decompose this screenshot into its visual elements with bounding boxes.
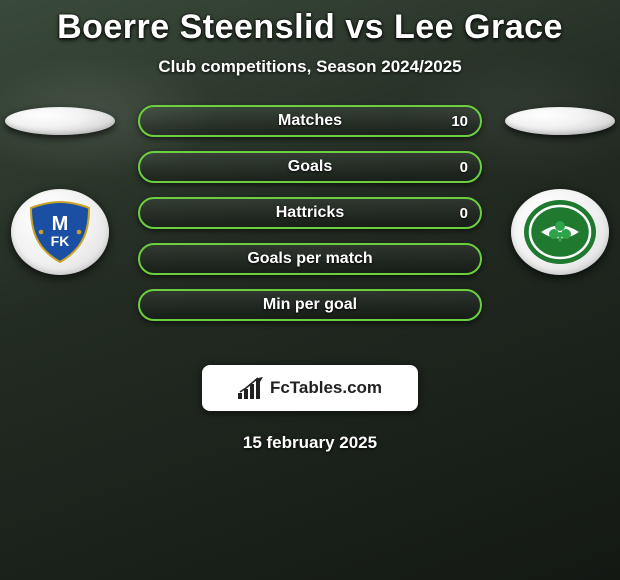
left-player-column: M FK (0, 105, 120, 275)
shamrock-rovers-crest-icon (521, 197, 599, 267)
left-player-silhouette (5, 107, 115, 135)
right-player-silhouette (505, 107, 615, 135)
stat-row-goals: Goals 0 (138, 151, 482, 183)
stat-right-value: 10 (451, 113, 468, 130)
stat-label: Goals per match (247, 250, 372, 268)
right-club-badge (511, 189, 609, 275)
fctables-logo-icon (238, 377, 264, 399)
stats-list: Matches 10 Goals 0 Hattricks 0 Goals per… (138, 105, 482, 321)
stat-right-value: 0 (460, 205, 468, 222)
stat-label: Min per goal (263, 296, 357, 314)
stat-row-hattricks: Hattricks 0 (138, 197, 482, 229)
svg-text:FK: FK (51, 233, 70, 249)
stat-label: Goals (288, 158, 332, 176)
svg-text:M: M (52, 213, 69, 235)
stat-row-min-per-goal: Min per goal (138, 289, 482, 321)
stat-label: Hattricks (276, 204, 344, 222)
stat-row-goals-per-match: Goals per match (138, 243, 482, 275)
brand-text: FcTables.com (270, 378, 382, 398)
left-club-badge: M FK (11, 189, 109, 275)
molde-crest-icon: M FK (25, 200, 95, 264)
comparison-arena: M FK (0, 105, 620, 345)
stat-label: Matches (278, 112, 342, 130)
subtitle: Club competitions, Season 2024/2025 (0, 57, 620, 77)
right-player-column (500, 105, 620, 275)
stat-row-matches: Matches 10 (138, 105, 482, 137)
comparison-date: 15 february 2025 (0, 433, 620, 453)
brand-badge[interactable]: FcTables.com (202, 365, 418, 411)
stat-right-value: 0 (460, 159, 468, 176)
page-title: Boerre Steenslid vs Lee Grace (0, 0, 620, 47)
